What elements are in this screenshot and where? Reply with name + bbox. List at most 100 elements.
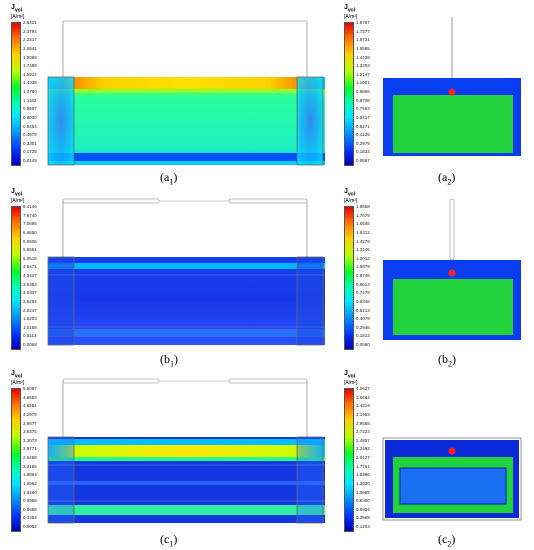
legend-b2: Jvol [A/m²] 1.9668 1.7679 1.6546 1.5412 1.42… xyxy=(338,188,376,350)
legend-c2: Jvol [A/m²] 4.0627 3.6664 3.4319 3.1953 2.95… xyxy=(338,370,376,532)
legend-tick-label: 3.0337 xyxy=(23,290,37,296)
legend-tick-label: 3.5382 xyxy=(23,281,37,287)
legend-tick-label: 7.0695 xyxy=(23,221,37,227)
legend-b1: Jvol [A/m²] 8.4146 7.5740 7.0695 6.6650 6.06… xyxy=(5,188,43,350)
legend-tick-label: 0.6656 xyxy=(23,506,37,512)
caption-text: (a xyxy=(438,170,448,184)
legend-tick-label: 0.9958 xyxy=(23,498,37,504)
panel-a1-figure xyxy=(47,20,325,166)
legend-tick-label: 0.9607 xyxy=(23,106,37,112)
legend-tick-label: 2.6468 xyxy=(23,455,37,460)
legend-tick-label: 0.6417 xyxy=(356,114,370,120)
legend-tick-label: 1.5912 xyxy=(23,71,37,77)
legend-tick-label: 2.2217 xyxy=(23,37,37,43)
legend-title-main: J xyxy=(344,370,348,377)
legend-tick-label: 0.5113 xyxy=(23,333,37,339)
legend-tick-label: 5.5087 xyxy=(23,386,37,391)
legend-tick-label: 0.4125 xyxy=(356,132,370,138)
legend-tick-label: 0.6346 xyxy=(356,298,370,304)
legend-tick-label: 0.1833 xyxy=(356,149,370,155)
panel-a2-figure xyxy=(383,17,521,156)
legend-a2: Jvol [A/m²] 1.8787 1.7277 1.5731 1.5585 1.44… xyxy=(338,4,376,166)
legend-title: Jvol xyxy=(344,4,355,14)
legend-tick-label: 1.9668 xyxy=(356,204,370,209)
caption-close: ) xyxy=(451,532,456,546)
legend-title-sub: vol xyxy=(347,373,356,380)
legend-tick-label: 0.0680 xyxy=(356,342,370,347)
legend-tick-label: 1.8787 xyxy=(356,20,370,25)
legend-tick-label: 0.3301 xyxy=(23,140,37,146)
legend-tick-label: 0.9746 xyxy=(356,273,370,278)
legend-title-main: J xyxy=(344,4,348,11)
legend-tick-label: 4.5471 xyxy=(23,264,37,270)
caption-sub: 1 xyxy=(169,539,174,549)
legend-tick-label: 2.3794 xyxy=(23,28,37,34)
legend-title: Jvol xyxy=(344,188,355,198)
legend-title-main: J xyxy=(344,188,348,195)
legend-title: Jvol xyxy=(11,188,22,198)
legend-colorbar xyxy=(344,22,354,166)
legend-tick-label: 4.0627 xyxy=(356,386,370,391)
legend-title-sub: vol xyxy=(14,373,23,380)
legend-tick-label: 0.3354 xyxy=(23,515,37,521)
legend-tick-label: 1.0665 xyxy=(356,489,370,495)
legend-colorbar xyxy=(344,388,354,532)
legend-unit: [A/m²] xyxy=(11,14,25,20)
legend-c1: Jvol [A/m²] 5.5087 4.9683 4.6281 4.2978 3.96… xyxy=(5,370,43,532)
legend-title: Jvol xyxy=(11,4,22,14)
legend-ticks: 2.6421 2.3794 2.2217 2.0641 1.9065 1.7489 1.59… xyxy=(23,20,43,164)
legend-tick-label: 1.9864 xyxy=(23,472,37,478)
legend-tick-label: 1.6546 xyxy=(356,221,370,227)
caption-sub: 1 xyxy=(170,359,174,369)
legend-tick-label: 0.7563 xyxy=(356,106,370,112)
legend-a1: Jvol [A/m²] 2.6421 2.3794 2.2217 2.0641 1.90… xyxy=(5,4,43,166)
legend-tick-label: 0.1725 xyxy=(23,149,37,155)
legend-tick-label: 1.3146 xyxy=(356,247,370,253)
legend-tick-label: 4.2978 xyxy=(23,411,37,417)
legend-tick-label: 6.0606 xyxy=(23,238,37,244)
caption-a1: (a1) xyxy=(160,170,177,186)
caption-close: ) xyxy=(173,532,178,546)
legend-tick-label: 1.5412 xyxy=(356,229,370,235)
legend-tick-label: 1.5585 xyxy=(356,45,370,51)
legend-ticks: 4.0627 3.6664 3.4319 3.1953 2.9588 2.7223 2.48… xyxy=(356,386,376,530)
legend-tick-label: 1.7679 xyxy=(356,212,370,218)
legend-tick-label: 2.5292 xyxy=(23,298,37,304)
legend-tick-label: 0.4878 xyxy=(23,132,37,138)
legend-title-sub: vol xyxy=(14,7,23,14)
legend-tick-label: 1.5203 xyxy=(23,316,37,322)
legend-tick-label: 1.4439 xyxy=(356,54,370,60)
legend-tick-label: 2.9771 xyxy=(23,446,37,452)
caption-c1: (c1) xyxy=(160,532,177,548)
legend-tick-label: 5.5561 xyxy=(23,247,37,253)
legend-tick-label: 2.6421 xyxy=(23,20,37,25)
legend-ticks: 1.8787 1.7277 1.5731 1.5585 1.4439 1.3293 1.21… xyxy=(356,20,376,164)
caption-sub: 1 xyxy=(169,177,174,187)
legend-tick-label: 1.4279 xyxy=(356,238,370,244)
legend-title-main: J xyxy=(11,370,15,377)
legend-tick-label: 0.1813 xyxy=(356,333,370,339)
legend-tick-label: 2.7223 xyxy=(356,429,370,435)
legend-tick-label: 4.9683 xyxy=(23,394,37,400)
legend-tick-label: 3.9677 xyxy=(23,420,37,426)
legend-tick-label: 0.5934 xyxy=(356,506,370,512)
legend-unit: [A/m²] xyxy=(344,198,358,204)
legend-tick-label: 0.6454 xyxy=(23,123,37,129)
legend-tick-label: 1.4336 xyxy=(23,80,37,86)
legend-tick-label: 0.5271 xyxy=(356,123,370,129)
legend-unit: [A/m²] xyxy=(11,380,25,386)
legend-unit: [A/m²] xyxy=(344,380,358,386)
legend-tick-label: 4.6281 xyxy=(23,403,37,409)
legend-tick-label: 1.3030 xyxy=(356,480,370,486)
legend-title: Jvol xyxy=(11,370,22,380)
legend-tick-label: 8.4146 xyxy=(23,204,37,209)
legend-tick-label: 2.0127 xyxy=(356,455,370,460)
legend-ticks: 5.5087 4.9683 4.6281 4.2978 3.9677 3.6375 3.30… xyxy=(23,386,43,530)
legend-tick-label: 0.8030 xyxy=(23,114,37,120)
legend-colorbar xyxy=(11,388,21,532)
panel-c1-figure xyxy=(47,378,325,524)
legend-tick-label: 5.0516 xyxy=(23,255,37,261)
legend-tick-label: 1.5731 xyxy=(356,37,370,43)
legend-tick-label: 2.3166 xyxy=(23,463,37,469)
legend-tick-label: 2.4857 xyxy=(356,437,370,443)
